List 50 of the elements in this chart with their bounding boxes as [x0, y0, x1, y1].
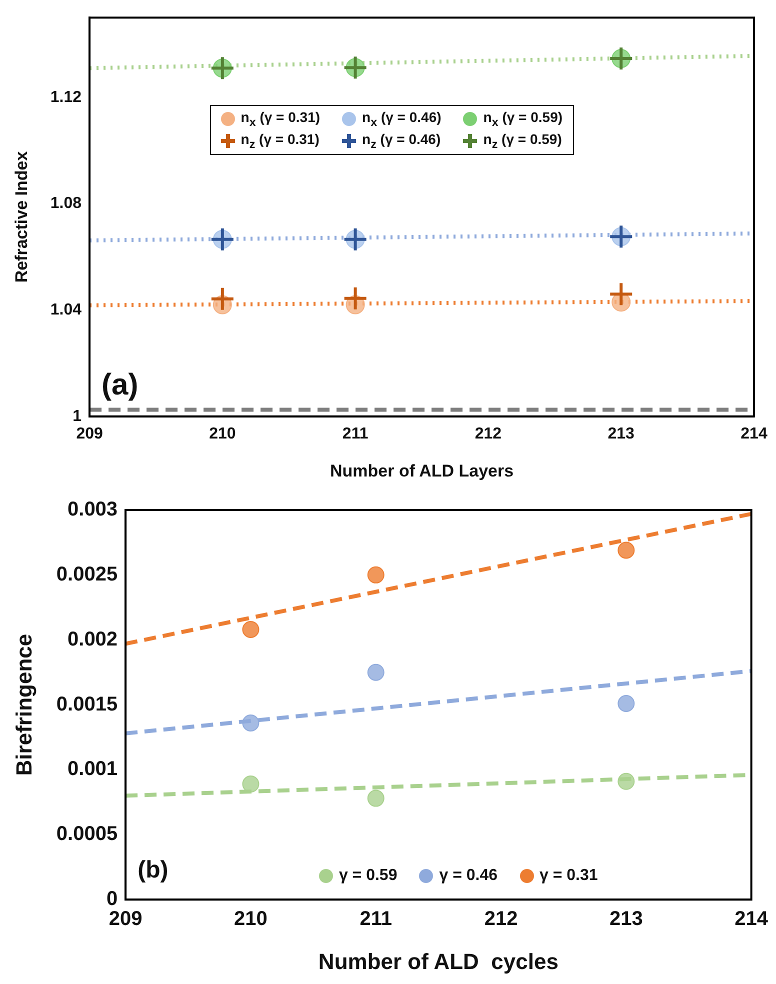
y-tick-label: 0.0005 [56, 823, 118, 846]
point [210, 286, 235, 312]
legend-label: n$_{z}$ (γ = 0.31) [240, 131, 320, 151]
y-axis-title: Refractive Index [12, 150, 31, 283]
legend-label: γ = 0.59 [338, 866, 398, 885]
y-tick-label: 1.04 [50, 301, 82, 318]
x-axis-title: Number of ALD Layers [330, 461, 514, 480]
x-tick-label: 210 [209, 425, 236, 442]
x-axis-title: Number of ALD cycles [318, 948, 558, 974]
x-tick-label: 209 [76, 425, 103, 442]
point [242, 620, 260, 638]
y-tick-label: 0.0015 [56, 693, 118, 716]
y-tick-label: 0 [106, 888, 118, 910]
y-tick-label: 0.0025 [56, 563, 118, 586]
point [618, 542, 635, 559]
legend-label: n$_{x}$ (γ = 0.31) [240, 109, 320, 130]
point [242, 714, 260, 732]
x-tick-label: 211 [342, 425, 368, 442]
annotation: (b) [138, 856, 168, 884]
x-tick-label: 212 [484, 908, 518, 930]
point [342, 286, 368, 311]
y-tick-label: 1.08 [50, 195, 82, 212]
legend-label: n$_{z}$ (γ = 0.46) [362, 131, 441, 151]
y-tick-label: 0.001 [68, 758, 118, 780]
y-tick-label: 1 [72, 408, 82, 425]
point [367, 664, 384, 681]
legend-label: n$_{x}$ (γ = 0.59) [483, 109, 563, 130]
y-tick-label: 0.003 [68, 498, 118, 521]
annotation: (a) [102, 368, 138, 402]
point [367, 566, 384, 584]
x-tick-label: 214 [734, 908, 769, 930]
point [608, 282, 634, 307]
point [618, 695, 635, 712]
x-tick-label: 213 [608, 425, 635, 442]
legend-label: n$_{x}$ (γ = 0.46) [362, 109, 442, 130]
y-tick-label: 0.002 [68, 628, 118, 650]
x-tick-label: 214 [740, 425, 768, 442]
x-tick-label: 209 [108, 908, 142, 930]
x-tick-label: 213 [609, 908, 643, 930]
legend-label: γ = 0.31 [540, 866, 598, 885]
legend-label: γ = 0.46 [439, 866, 498, 885]
x-tick-label: 210 [234, 908, 268, 930]
y-axis-title: Birefringence [11, 634, 36, 776]
legend-label: n$_{z}$ (γ = 0.59) [483, 131, 562, 151]
point [242, 776, 260, 793]
y-tick-label: 1.12 [50, 88, 82, 106]
x-tick-label: 212 [474, 425, 502, 442]
x-tick-label: 211 [360, 908, 392, 930]
point [367, 790, 384, 807]
point [618, 772, 635, 790]
